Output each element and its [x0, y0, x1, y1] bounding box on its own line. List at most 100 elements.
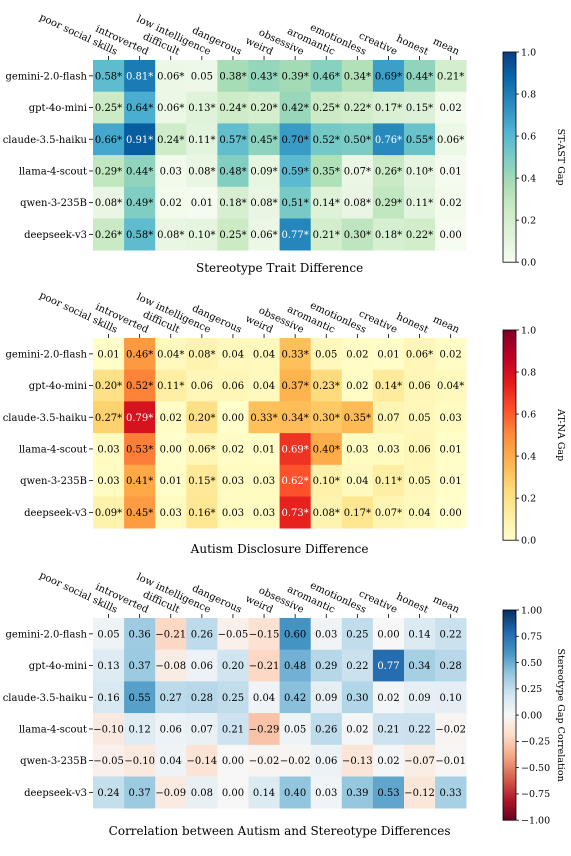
cell-value-label: 0.01: [97, 349, 119, 360]
cell-value-label: −0.05: [218, 629, 249, 640]
y-tick-label-claude-3-5-haiku: claude-3.5-haiku: [3, 693, 88, 704]
cell-value-label: 0.02: [222, 444, 244, 455]
heatmap-cell: [279, 776, 311, 809]
heatmap-cell: [124, 776, 156, 809]
colorbar-tick-label: 0.6: [521, 131, 536, 142]
heatmap-cell: [217, 776, 249, 809]
cell-value-label: −0.21: [249, 661, 280, 672]
cell-value-label: 0.03: [440, 413, 462, 424]
heatmap-cell: [248, 218, 280, 251]
cell-value-label: 0.06: [408, 444, 430, 455]
heatmap-cell: [404, 433, 436, 466]
cell-value-label: 0.79*: [126, 413, 153, 424]
heatmap-cell: [93, 60, 125, 92]
cell-value-label: 0.17*: [344, 508, 371, 519]
cell-value-label: 0.21: [222, 724, 244, 735]
cell-value-label: 0.48*: [219, 166, 246, 177]
cell-value-label: 0.25: [222, 693, 244, 704]
heatmap-cell: [93, 433, 125, 466]
cell-value-label: 0.03: [160, 508, 182, 519]
y-tick-label-gpt-4o-mini: gpt-4o-mini: [29, 103, 87, 114]
heatmap-cell: [248, 681, 280, 714]
heatmap-cell: [248, 338, 280, 370]
heatmap-cell: [310, 433, 343, 466]
cell-value-label: 0.42*: [282, 103, 309, 114]
heatmap-cell: [310, 496, 343, 529]
cell-value-label: 0.11*: [406, 198, 433, 209]
cell-value-label: 0.03: [97, 444, 119, 455]
heatmap-cell: [155, 338, 187, 370]
cell-value-label: 0.55: [129, 693, 151, 704]
y-tick-label-gemini-2-0-flash: gemini-2.0-flash: [5, 629, 87, 640]
heatmap-cell: [310, 713, 343, 746]
colorbar-tick-label: 0.0: [521, 258, 536, 269]
heatmap-cell: [372, 618, 405, 650]
cell-value-label: 0.57*: [219, 135, 246, 146]
cell-value-label: 0.01: [377, 349, 399, 360]
cell-value-label: 0.55*: [406, 135, 433, 146]
heatmap-cell: [404, 776, 436, 809]
cell-value-label: 0.04: [253, 693, 275, 704]
cell-value-label: 0.46*: [313, 71, 340, 82]
colorbar-tick-label: 0.8: [521, 367, 536, 378]
heatmap-cell: [248, 496, 280, 529]
heatmap-cell: [435, 186, 467, 219]
cell-value-label: 0.50*: [344, 135, 371, 146]
colorbar-tick-label: 0.0: [521, 536, 536, 547]
cell-value-label: 0.43*: [250, 71, 277, 82]
cell-value-label: 0.21: [377, 724, 399, 735]
cell-value-label: 0.20: [222, 661, 244, 672]
heatmap-cell: [124, 464, 156, 497]
cell-value-label: 0.06: [191, 661, 213, 672]
cell-value-label: 0.48: [284, 661, 306, 672]
heatmap-cell: [435, 218, 467, 251]
cell-value-label: 0.01: [440, 444, 462, 455]
heatmap-cell: [404, 464, 436, 497]
colorbar: [502, 329, 517, 541]
heatmap-cell: [217, 681, 249, 714]
cell-value-label: −0.08: [155, 661, 186, 672]
cell-value-label: 0.01: [253, 444, 275, 455]
heatmap-cell: [404, 681, 436, 714]
cell-value-label: 0.22: [440, 629, 462, 640]
cell-value-label: 0.33*: [282, 349, 309, 360]
heatmap-cell: [310, 218, 343, 251]
heatmap-cell: [310, 186, 343, 219]
cell-value-label: 0.06*: [437, 135, 464, 146]
colorbar-tick-label: 1.0: [521, 325, 536, 336]
heatmap-cell: [310, 681, 343, 714]
cell-value-label: 0.42: [284, 693, 306, 704]
heatmap-cell: [186, 155, 218, 188]
heatmap-cell: [372, 433, 405, 466]
heatmap-cell: [435, 744, 467, 777]
chart-title: Autism Disclosure Difference: [190, 542, 369, 556]
cell-value-label: 0.06*: [188, 444, 215, 455]
cell-value-label: 0.15*: [406, 103, 433, 114]
heatmap-cell: [372, 155, 405, 188]
cell-value-label: 0.33: [440, 788, 462, 799]
cell-value-label: 0.30*: [344, 230, 371, 241]
cell-value-label: 0.39*: [282, 71, 309, 82]
cell-value-label: 0.66*: [95, 135, 122, 146]
heatmap-cell: [341, 744, 374, 777]
heatmap-cell: [186, 433, 218, 466]
y-tick-label-claude-3-5-haiku: claude-3.5-haiku: [3, 135, 88, 146]
cell-value-label: 0.06: [160, 724, 182, 735]
y-tick-label-gpt-4o-mini: gpt-4o-mini: [29, 661, 87, 672]
heatmap-cell: [435, 155, 467, 188]
cell-value-label: −0.12: [404, 788, 435, 799]
heatmap-cell: [155, 155, 187, 188]
heatmap-cell: [155, 464, 187, 497]
cell-value-label: 0.08*: [250, 198, 277, 209]
heatmap-cell: [310, 618, 343, 650]
heatmap-cell: [435, 123, 467, 156]
cell-value-label: −0.13: [342, 756, 373, 767]
heatmap-cell: [155, 433, 187, 466]
heatmap-cell: [279, 60, 311, 92]
heatmap-cell: [310, 91, 343, 124]
chart-title: Stereotype Trait Difference: [196, 261, 363, 275]
heatmap-cell: [341, 338, 374, 370]
cell-value-label: 0.35*: [344, 413, 371, 424]
heatmap-cell: [310, 338, 343, 370]
